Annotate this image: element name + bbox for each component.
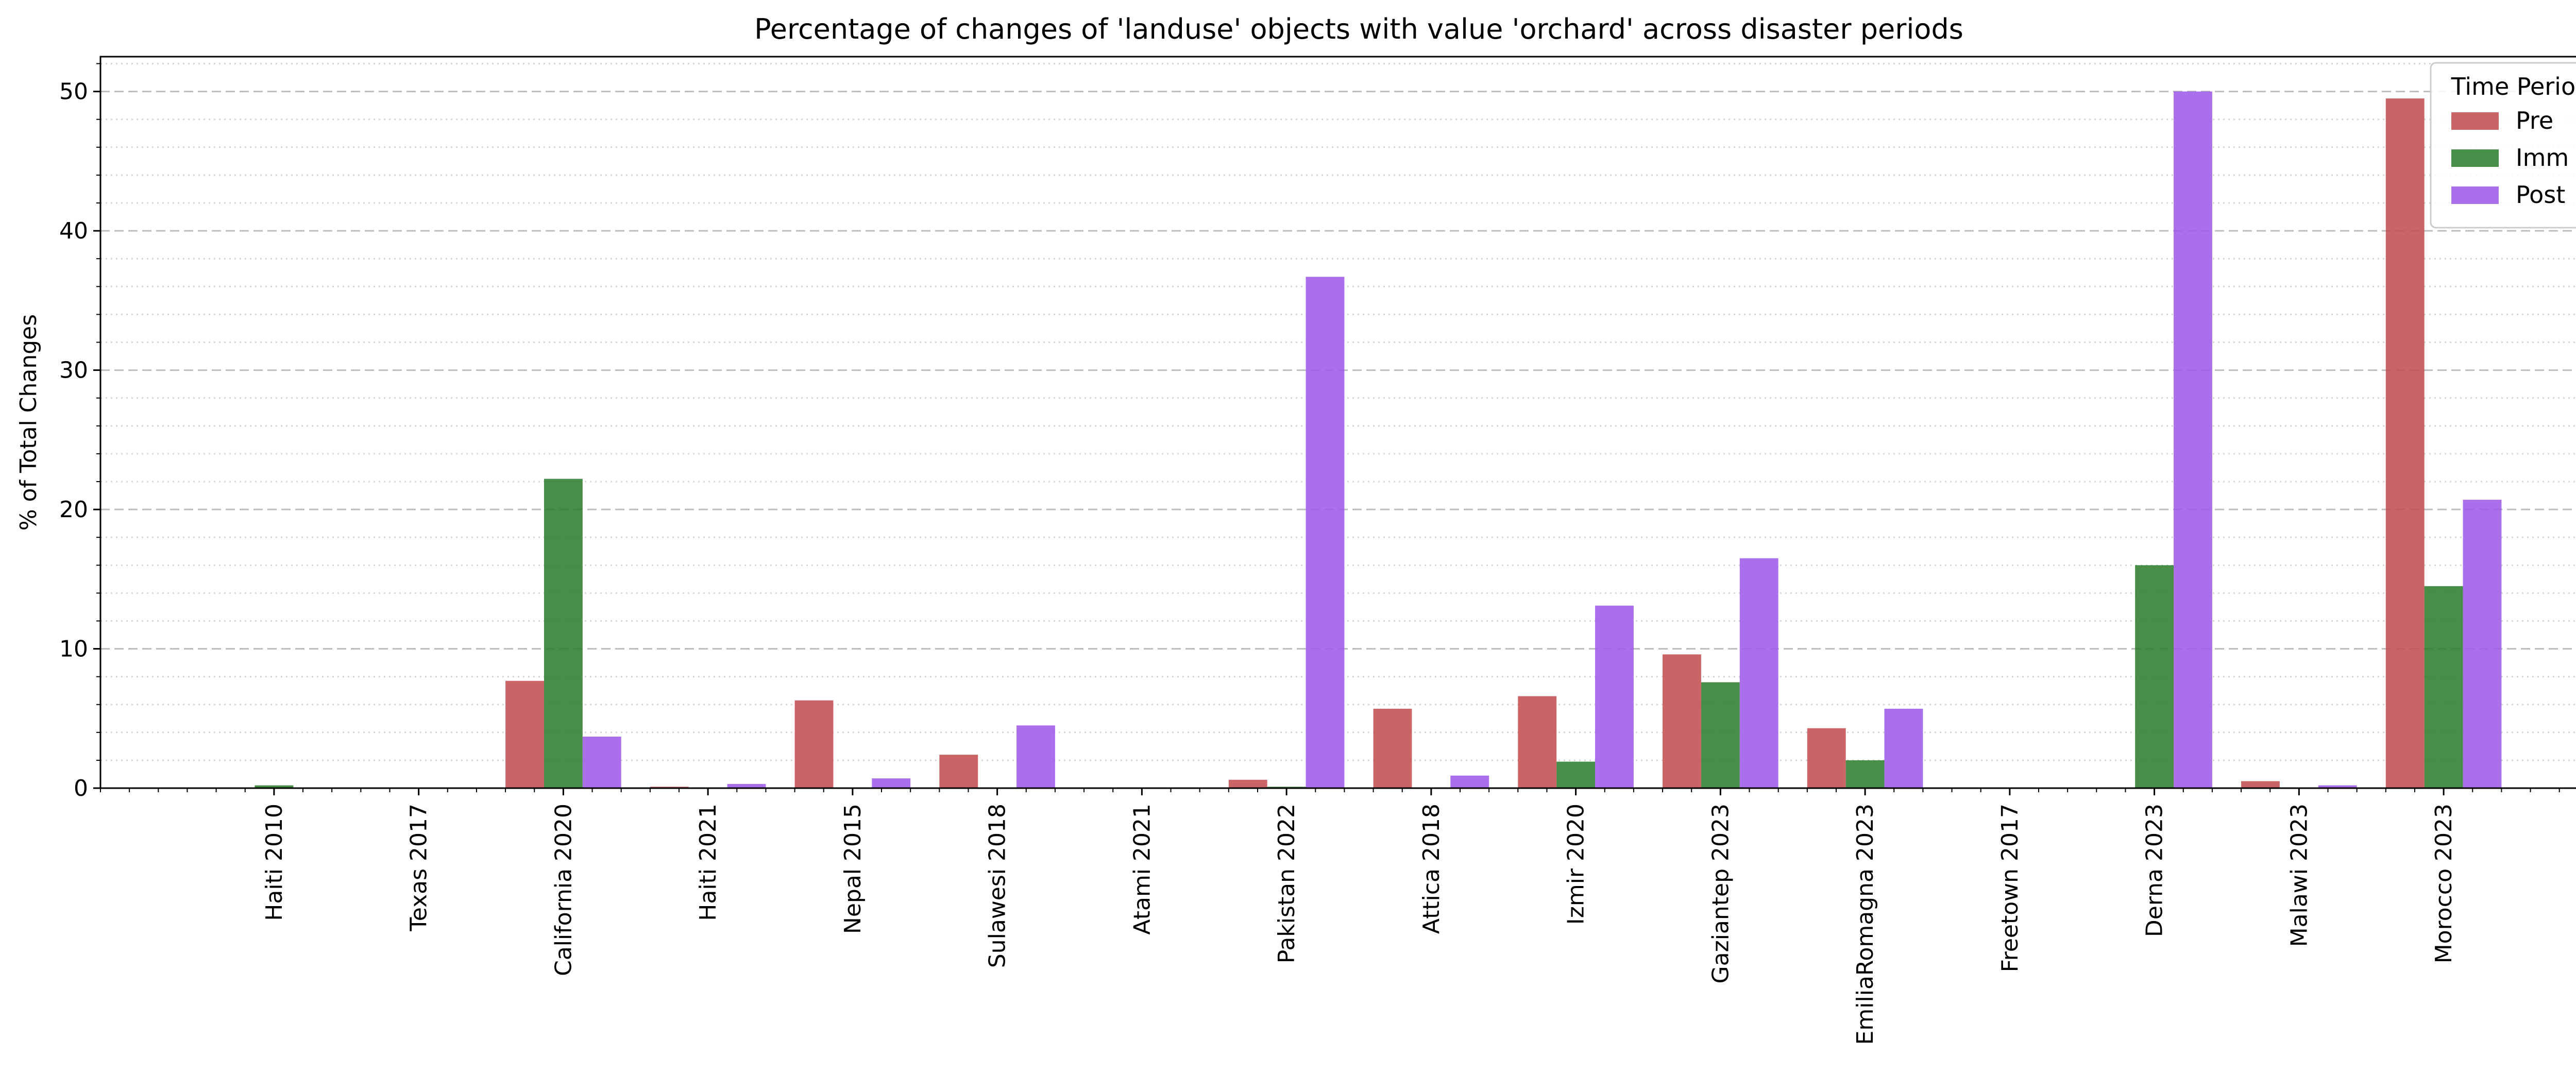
bar-imm-haiti-2010 [255, 785, 294, 788]
y-tick-label: 30 [59, 357, 88, 384]
legend-label-post: Post [2516, 181, 2565, 209]
bar-post-izmir-2020 [1595, 605, 1634, 788]
bar-pre-attica-2018 [1373, 708, 1412, 788]
bar-post-sulawesi-2018 [1016, 725, 1055, 788]
y-tick-label: 10 [59, 636, 88, 662]
bar-pre-nepal-2015 [794, 700, 834, 788]
bar-post-california-2020 [582, 736, 621, 788]
legend-label-imm: Imm [2516, 144, 2569, 172]
y-tick-label: 0 [74, 775, 88, 802]
x-tick-label: Nepal 2015 [840, 804, 866, 934]
x-tick-label: Texas 2017 [406, 804, 432, 932]
legend-box [2430, 62, 2576, 229]
bar-pre-gaziantep-2023 [1663, 654, 1701, 788]
bar-post-pakistan-2022 [1306, 277, 1345, 788]
x-tick-label: Pakistan 2022 [1274, 804, 1300, 963]
x-tick-label: EmiliaRomagna 2023 [1852, 804, 1878, 1045]
bar-imm-derna-2023 [2135, 565, 2174, 788]
legend-swatch-imm [2451, 149, 2499, 167]
x-tick-label: Izmir 2020 [1563, 804, 1589, 925]
y-tick-label: 40 [59, 218, 88, 244]
x-tick-label: Atami 2021 [1129, 804, 1155, 935]
bar-imm-emiliaromagna-2023 [1845, 760, 1885, 788]
bar-pre-emiliaromagna-2023 [1807, 728, 1846, 788]
bar-post-haiti-2021 [727, 784, 766, 788]
bar-post-emiliaromagna-2023 [1884, 708, 1923, 788]
bar-post-derna-2023 [2174, 91, 2212, 789]
bar-pre-pakistan-2022 [1228, 779, 1267, 788]
bar-pre-sulawesi-2018 [939, 755, 978, 788]
x-tick-label: Haiti 2010 [261, 804, 287, 921]
y-tick-label: 50 [59, 79, 88, 105]
x-tick-label: Sulawesi 2018 [985, 804, 1011, 968]
bar-pre-izmir-2020 [1518, 696, 1557, 788]
bar-imm-california-2020 [544, 479, 583, 788]
bar-pre-morocco-2023 [2385, 98, 2425, 789]
bar-imm-izmir-2020 [1556, 761, 1596, 788]
legend-swatch-pre [2451, 112, 2499, 130]
x-tick-label: Malawi 2023 [2286, 804, 2312, 947]
x-tick-label: Morocco 2023 [2431, 804, 2457, 963]
x-tick-label: Attica 2018 [1418, 804, 1445, 934]
bar-pre-malawi-2023 [2241, 781, 2280, 788]
y-tick-label: 20 [59, 497, 88, 523]
chart-title: Percentage of changes of 'landuse' objec… [754, 13, 1963, 45]
x-tick-label: Freetown 2017 [1997, 804, 2023, 972]
x-tick-label: Haiti 2021 [695, 804, 721, 921]
bar-pre-california-2020 [505, 680, 544, 788]
bar-imm-gaziantep-2023 [1701, 682, 1740, 788]
y-axis-title: % of Total Changes [15, 314, 42, 531]
legend-label-pre: Pre [2516, 107, 2553, 134]
legend-swatch-post [2451, 186, 2499, 204]
bar-post-gaziantep-2023 [1739, 558, 1778, 788]
bar-post-attica-2018 [1450, 775, 1489, 788]
legend-title: Time Period [2451, 73, 2576, 100]
x-tick-label: California 2020 [550, 804, 577, 976]
bar-imm-morocco-2023 [2424, 586, 2463, 788]
x-tick-label: Gaziantep 2023 [1707, 804, 1734, 983]
bar-post-morocco-2023 [2463, 500, 2502, 788]
bar-post-malawi-2023 [2318, 785, 2357, 788]
x-tick-label: Derna 2023 [2142, 804, 2168, 937]
plot-frame [99, 56, 2576, 789]
bar-post-nepal-2015 [872, 778, 911, 788]
